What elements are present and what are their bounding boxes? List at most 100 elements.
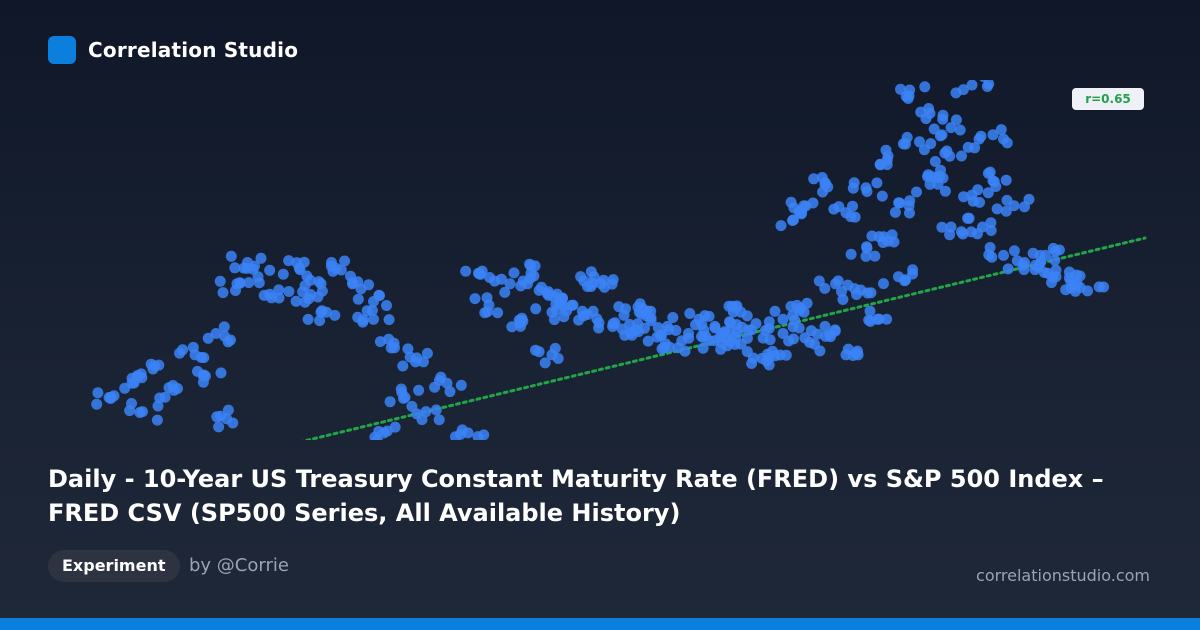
data-point bbox=[939, 185, 951, 197]
site-url[interactable]: correlationstudio.com bbox=[976, 566, 1150, 585]
data-point bbox=[1027, 247, 1039, 259]
data-point bbox=[339, 255, 351, 267]
data-point bbox=[624, 318, 636, 330]
data-point bbox=[957, 84, 969, 96]
data-point bbox=[945, 122, 957, 134]
data-point bbox=[124, 405, 136, 417]
author-byline[interactable]: by @Corrie bbox=[189, 555, 289, 576]
data-point bbox=[937, 172, 949, 184]
data-point bbox=[873, 313, 885, 325]
data-point bbox=[316, 285, 328, 297]
data-point bbox=[979, 80, 989, 83]
data-point bbox=[273, 284, 285, 296]
data-point bbox=[990, 181, 1002, 192]
data-point bbox=[582, 281, 593, 292]
data-point bbox=[724, 316, 735, 328]
data-point bbox=[469, 293, 481, 305]
data-point bbox=[1008, 245, 1020, 257]
data-point bbox=[863, 314, 875, 326]
data-point bbox=[639, 322, 650, 334]
data-point bbox=[807, 197, 819, 209]
data-point bbox=[481, 306, 493, 318]
data-point bbox=[813, 275, 825, 287]
data-point bbox=[741, 346, 753, 358]
data-point bbox=[788, 333, 799, 345]
data-point bbox=[998, 249, 1009, 261]
data-point bbox=[352, 293, 364, 305]
data-point bbox=[871, 177, 883, 189]
data-point bbox=[549, 342, 561, 354]
data-point bbox=[478, 429, 490, 440]
data-point bbox=[808, 173, 820, 185]
data-point bbox=[227, 417, 239, 429]
data-point bbox=[433, 414, 445, 426]
data-point bbox=[731, 326, 743, 338]
data-point bbox=[876, 190, 888, 202]
data-point bbox=[987, 129, 999, 141]
data-point bbox=[915, 106, 927, 118]
data-point bbox=[374, 290, 385, 302]
data-point bbox=[742, 324, 754, 336]
data-point bbox=[847, 200, 858, 212]
data-point bbox=[656, 343, 668, 355]
data-point bbox=[746, 358, 758, 369]
data-point bbox=[299, 296, 311, 308]
data-point bbox=[995, 124, 1007, 136]
data-point bbox=[939, 147, 951, 159]
data-point bbox=[174, 347, 186, 359]
data-point bbox=[697, 342, 709, 354]
data-point bbox=[1019, 201, 1030, 213]
data-point bbox=[460, 265, 472, 277]
data-point bbox=[895, 83, 906, 95]
data-point bbox=[769, 305, 781, 317]
data-point bbox=[984, 166, 996, 178]
data-point bbox=[799, 332, 811, 344]
data-point bbox=[785, 196, 797, 208]
data-point bbox=[683, 332, 695, 344]
data-point bbox=[750, 318, 762, 330]
data-point bbox=[444, 386, 456, 398]
data-point bbox=[290, 295, 302, 307]
data-point bbox=[878, 231, 890, 243]
data-point bbox=[914, 136, 925, 148]
data-point bbox=[667, 312, 679, 323]
data-point bbox=[225, 250, 237, 262]
data-point bbox=[243, 277, 255, 289]
data-point bbox=[986, 251, 998, 263]
data-point bbox=[967, 195, 979, 207]
data-point bbox=[774, 349, 786, 361]
category-tag[interactable]: Experiment bbox=[48, 550, 180, 582]
data-point bbox=[869, 250, 881, 262]
data-point bbox=[679, 345, 691, 357]
data-point bbox=[1002, 263, 1014, 275]
data-point bbox=[819, 177, 831, 189]
data-point bbox=[763, 352, 775, 364]
data-point bbox=[552, 353, 564, 364]
data-point bbox=[211, 411, 223, 423]
data-point bbox=[880, 144, 892, 156]
data-point bbox=[956, 150, 967, 162]
data-point bbox=[936, 221, 948, 233]
data-point bbox=[542, 286, 554, 298]
data-point bbox=[1001, 137, 1013, 149]
data-point bbox=[860, 182, 872, 194]
data-point bbox=[613, 301, 625, 313]
data-point bbox=[950, 114, 962, 126]
chart-title: Daily - 10-Year US Treasury Constant Mat… bbox=[48, 465, 1104, 527]
data-point bbox=[151, 414, 163, 426]
data-point bbox=[172, 383, 183, 394]
data-point bbox=[195, 351, 207, 363]
bottom-accent-bar bbox=[0, 618, 1200, 630]
data-point bbox=[975, 130, 987, 142]
data-point bbox=[847, 182, 859, 194]
data-point bbox=[91, 398, 103, 410]
data-point bbox=[455, 379, 467, 391]
data-point bbox=[985, 217, 997, 229]
data-point bbox=[229, 262, 241, 274]
data-point bbox=[149, 360, 161, 372]
data-point bbox=[277, 268, 289, 280]
data-point bbox=[969, 142, 981, 154]
data-point bbox=[299, 280, 311, 292]
data-point bbox=[214, 275, 226, 287]
data-point bbox=[828, 203, 840, 215]
